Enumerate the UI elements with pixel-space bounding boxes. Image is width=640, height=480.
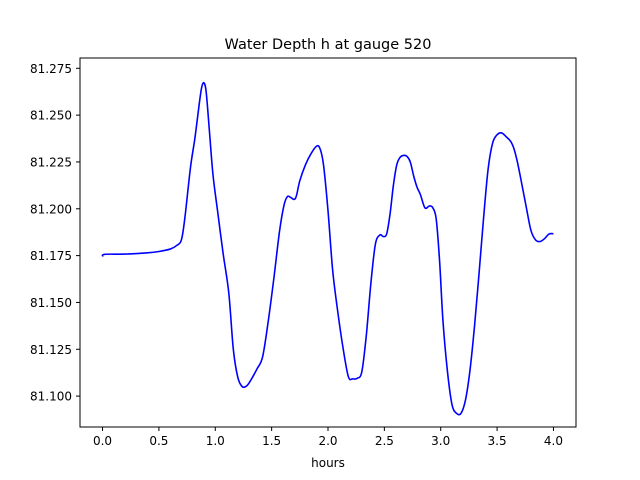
x-tick-label: 3.0 [431, 434, 450, 448]
x-axis: 0.0 0.5 1.0 1.5 2.0 2.5 3.0 3.5 4.0 [93, 427, 563, 448]
plot-area [101, 81, 554, 416]
y-tick-label: 81.125 [30, 343, 72, 357]
y-tick-label: 81.250 [30, 109, 72, 123]
x-tick-label: 2.0 [318, 434, 337, 448]
x-tick-label: 3.5 [488, 434, 507, 448]
y-tick-label: 81.150 [30, 296, 72, 310]
y-tick-label: 81.100 [30, 390, 72, 404]
series-line-0 [101, 81, 554, 416]
chart-title: Water Depth h at gauge 520 [225, 37, 432, 53]
y-tick-label: 81.275 [30, 62, 72, 76]
x-tick-label: 1.0 [206, 434, 225, 448]
y-tick-label: 81.175 [30, 249, 72, 263]
x-axis-label: hours [311, 456, 345, 470]
plot-frame [79, 57, 577, 428]
x-tick-label: 4.0 [544, 434, 563, 448]
y-axis: 81.100 81.125 81.150 81.175 81.200 81.225 81.2… [30, 62, 80, 404]
x-tick-label: 0.5 [149, 434, 168, 448]
x-tick-label: 0.0 [93, 434, 112, 448]
y-tick-label: 81.225 [30, 155, 72, 169]
x-tick-label: 1.5 [262, 434, 281, 448]
x-tick-label: 2.5 [375, 434, 394, 448]
y-tick-label: 81.200 [30, 202, 72, 216]
